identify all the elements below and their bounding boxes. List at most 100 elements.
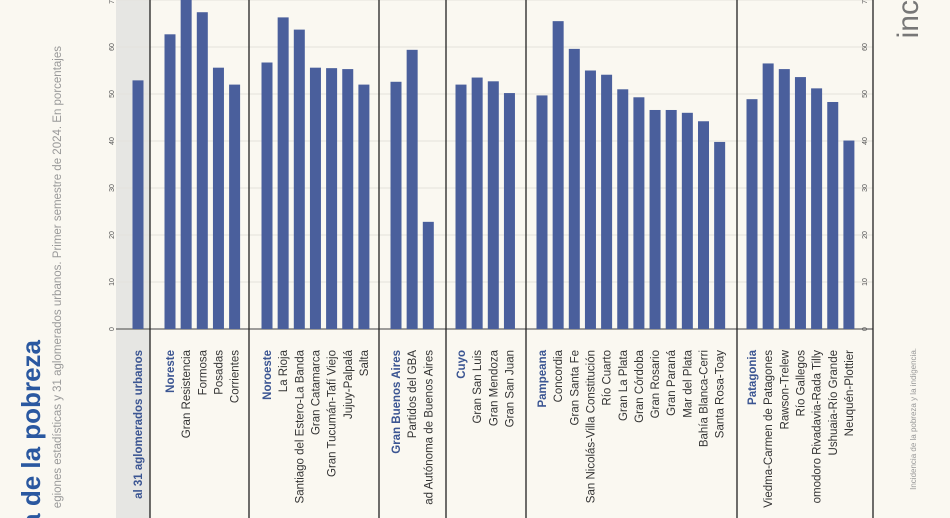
right-tick-label: 30 [862, 184, 869, 192]
bar [794, 77, 806, 329]
category-label: omodoro Rivadavia-Rada Tilly [812, 350, 824, 504]
left-tick-label: 30 [109, 184, 116, 192]
bar [342, 69, 354, 329]
bar [309, 67, 321, 330]
right-tick-label: 70 [862, 0, 869, 4]
category-label: Gran Córdoba [634, 349, 646, 422]
bar [568, 48, 580, 329]
bar [681, 112, 693, 329]
category-label: La Rioja [278, 349, 290, 392]
right-tick-label: 60 [862, 43, 869, 51]
axis-ticks: 0 0 10 10 20 20 30 30 40 40 50 50 60 60 70 70 [109, 0, 869, 331]
left-tick-label: 10 [109, 278, 116, 286]
category-label: Rawson-Trelew [779, 349, 791, 429]
bar [212, 67, 224, 330]
category-label: Jujuy-Palpalá [343, 349, 355, 419]
category-label: Viedma-Carmen de Patagones [763, 350, 775, 508]
category-label: Santiago del Estero-La Banda [294, 349, 306, 503]
category-label: Gran San Juan [504, 350, 516, 427]
category-label: Gran Resistencia [181, 349, 193, 438]
region-label: Pampeana [537, 349, 549, 407]
category-label: San Nicolás-Villa Constitución [585, 350, 597, 503]
category-label: Concordia [553, 349, 565, 402]
bar [601, 74, 613, 329]
bar [455, 84, 467, 329]
bar [261, 62, 273, 329]
region-label: al 31 aglomerados urbanos [133, 350, 145, 499]
bar [665, 109, 677, 329]
bar [164, 34, 176, 330]
indec-logo: inc [892, 0, 925, 38]
region-label: Noreste [165, 350, 177, 393]
bars [132, 0, 855, 330]
chart-subtitle: egiones estadísticas y 31 aglomerados ur… [52, 46, 64, 508]
category-label: Salta [359, 349, 371, 376]
bar [617, 89, 629, 329]
category-label: Mar del Plata [682, 349, 694, 417]
bar [633, 97, 645, 329]
category-label: Bahía Blanca-Cerri [699, 350, 711, 447]
bar [503, 93, 515, 329]
right-tick-label: 0 [862, 327, 869, 331]
right-tick-label: 10 [862, 278, 869, 286]
category-label: Gran Catamarca [310, 349, 322, 435]
bar [584, 70, 596, 329]
bar [811, 88, 823, 329]
bar [358, 84, 370, 329]
region-label: Patagonia [747, 349, 759, 405]
bar [698, 121, 709, 329]
category-label: Gran Paraná [666, 349, 678, 415]
category-label: Gran San Luis [472, 350, 484, 424]
left-tick-label: 20 [109, 231, 116, 239]
bar [471, 77, 483, 329]
bar [132, 80, 144, 330]
bar [536, 95, 548, 329]
right-tick-label: 50 [862, 90, 869, 98]
bar [714, 141, 726, 329]
region-dividers [149, 0, 874, 518]
right-tick-label: 40 [862, 137, 869, 145]
category-labels: al 31 aglomerados urbanos Noreste Gran Res… [133, 349, 856, 507]
left-tick-label: 70 [109, 0, 116, 4]
footer-note: Incidencia de la pobreza y la indigencia… [909, 348, 918, 490]
category-label: Gran Rosario [650, 350, 662, 418]
left-tick-label: 50 [109, 90, 116, 98]
bar [552, 21, 564, 330]
category-label: Río Cuarto [602, 350, 614, 406]
category-label: Gran Tucumán-Tafí Viejo [327, 350, 339, 477]
bar [293, 29, 305, 330]
category-label: Santa Rosa-Toay [715, 350, 727, 438]
bar [422, 221, 434, 329]
left-tick-label: 40 [109, 137, 116, 145]
category-label: Río Gallegos [795, 350, 807, 417]
category-label: Ushuaia-Río Grande [828, 350, 840, 455]
bar [778, 69, 790, 329]
category-label: Posadas [213, 350, 225, 395]
bar [229, 84, 241, 329]
category-label: Gran Mendoza [488, 349, 500, 426]
bar [277, 17, 289, 329]
category-label: Neuquén-Plottier [844, 350, 856, 436]
bar [762, 63, 774, 329]
bar [390, 81, 402, 329]
bar [326, 68, 338, 330]
region-label: Cuyo [456, 350, 468, 379]
bar [843, 140, 855, 329]
bar [649, 109, 661, 329]
bar [746, 99, 758, 329]
category-label: Gran La Plata [618, 349, 630, 421]
chart-title: ia de la pobreza [16, 339, 46, 518]
region-label: Noroeste [262, 350, 274, 400]
region-label: Gran Buenos Aires [391, 350, 403, 454]
bar [827, 101, 839, 330]
left-tick-label: 0 [109, 327, 116, 331]
right-tick-label: 20 [862, 231, 869, 239]
bar [487, 81, 499, 329]
category-label: Partidos del GBA [407, 350, 419, 439]
left-tick-label: 60 [109, 43, 116, 51]
category-label: Corrientes [230, 350, 242, 403]
category-label: Formosa [197, 349, 209, 395]
bar [180, 0, 192, 329]
category-label: ad Autónoma de Buenos Aires [423, 350, 435, 505]
